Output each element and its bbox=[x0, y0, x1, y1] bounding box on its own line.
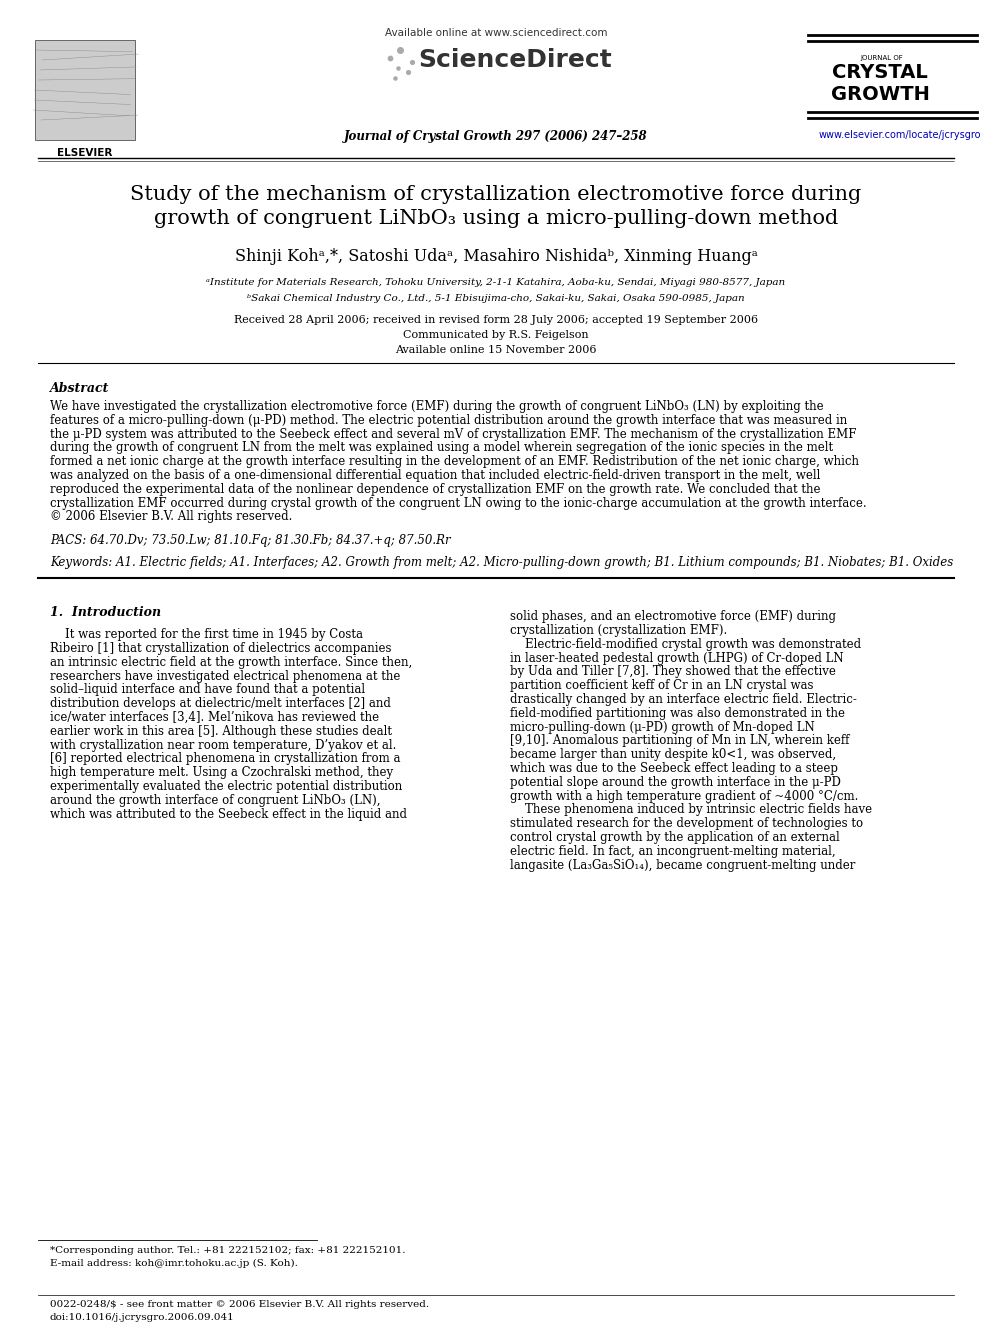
Text: potential slope around the growth interface in the μ-PD: potential slope around the growth interf… bbox=[510, 775, 841, 789]
Text: partition coefficient keff of Cr in an LN crystal was: partition coefficient keff of Cr in an L… bbox=[510, 679, 813, 692]
Text: during the growth of congruent LN from the melt was explained using a model wher: during the growth of congruent LN from t… bbox=[50, 442, 833, 454]
Text: reproduced the experimental data of the nonlinear dependence of crystallization : reproduced the experimental data of the … bbox=[50, 483, 820, 496]
Text: langasite (La₃Ga₅SiO₁₄), became congruent-melting under: langasite (La₃Ga₅SiO₁₄), became congruen… bbox=[510, 859, 855, 872]
Text: Journal of Crystal Growth 297 (2006) 247–258: Journal of Crystal Growth 297 (2006) 247… bbox=[344, 130, 648, 143]
Text: It was reported for the first time in 1945 by Costa: It was reported for the first time in 19… bbox=[50, 628, 363, 642]
Text: Communicated by R.S. Feigelson: Communicated by R.S. Feigelson bbox=[403, 329, 589, 340]
Text: GROWTH: GROWTH bbox=[830, 85, 930, 105]
Text: [9,10]. Anomalous partitioning of Mn in LN, wherein keff: [9,10]. Anomalous partitioning of Mn in … bbox=[510, 734, 849, 747]
Text: growth of congruent LiNbO₃ using a micro-pulling-down method: growth of congruent LiNbO₃ using a micro… bbox=[154, 209, 838, 228]
Text: which was due to the Seebeck effect leading to a steep: which was due to the Seebeck effect lead… bbox=[510, 762, 838, 775]
Text: in laser-heated pedestal growth (LHPG) of Cr-doped LN: in laser-heated pedestal growth (LHPG) o… bbox=[510, 652, 843, 664]
Text: ᵇSakai Chemical Industry Co., Ltd., 5-1 Ebisujima-cho, Sakai-ku, Sakai, Osaka 59: ᵇSakai Chemical Industry Co., Ltd., 5-1 … bbox=[247, 294, 745, 303]
Text: was analyzed on the basis of a one-dimensional differential equation that includ: was analyzed on the basis of a one-dimen… bbox=[50, 468, 820, 482]
Bar bbox=[35, 40, 135, 140]
Text: the μ-PD system was attributed to the Seebeck effect and several mV of crystalli: the μ-PD system was attributed to the Se… bbox=[50, 427, 856, 441]
Text: 1.  Introduction: 1. Introduction bbox=[50, 606, 161, 619]
Text: PACS: 64.70.Dv; 73.50.Lw; 81.10.Fq; 81.30.Fb; 84.37.+q; 87.50.Rr: PACS: 64.70.Dv; 73.50.Lw; 81.10.Fq; 81.3… bbox=[50, 534, 450, 548]
Text: micro-pulling-down (μ-PD) growth of Mn-doped LN: micro-pulling-down (μ-PD) growth of Mn-d… bbox=[510, 721, 814, 733]
Text: ScienceDirect: ScienceDirect bbox=[418, 48, 612, 71]
Text: stimulated research for the development of technologies to: stimulated research for the development … bbox=[510, 818, 863, 831]
Text: solid phases, and an electromotive force (EMF) during: solid phases, and an electromotive force… bbox=[510, 610, 836, 623]
Text: Received 28 April 2006; received in revised form 28 July 2006; accepted 19 Septe: Received 28 April 2006; received in revi… bbox=[234, 315, 758, 325]
Text: ELSEVIER: ELSEVIER bbox=[58, 148, 113, 157]
Text: drastically changed by an interface electric field. Electric-: drastically changed by an interface elec… bbox=[510, 693, 857, 706]
Text: crystallization (crystallization EMF).: crystallization (crystallization EMF). bbox=[510, 624, 727, 636]
Text: with crystallization near room temperature, D’yakov et al.: with crystallization near room temperatu… bbox=[50, 738, 397, 751]
Text: solid–liquid interface and have found that a potential: solid–liquid interface and have found th… bbox=[50, 684, 365, 696]
Text: distribution develops at dielectric/melt interfaces [2] and: distribution develops at dielectric/melt… bbox=[50, 697, 391, 710]
Text: [6] reported electrical phenomena in crystallization from a: [6] reported electrical phenomena in cry… bbox=[50, 753, 401, 766]
Text: electric field. In fact, an incongruent-melting material,: electric field. In fact, an incongruent-… bbox=[510, 845, 835, 857]
Text: researchers have investigated electrical phenomena at the: researchers have investigated electrical… bbox=[50, 669, 401, 683]
Text: These phenomena induced by intrinsic electric fields have: These phenomena induced by intrinsic ele… bbox=[510, 803, 872, 816]
Text: Shinji Kohᵃ,*, Satoshi Udaᵃ, Masahiro Nishidaᵇ, Xinming Huangᵃ: Shinji Kohᵃ,*, Satoshi Udaᵃ, Masahiro Ni… bbox=[234, 247, 758, 265]
Text: an intrinsic electric field at the growth interface. Since then,: an intrinsic electric field at the growt… bbox=[50, 656, 413, 669]
Text: We have investigated the crystallization electromotive force (EMF) during the gr: We have investigated the crystallization… bbox=[50, 400, 823, 413]
Text: © 2006 Elsevier B.V. All rights reserved.: © 2006 Elsevier B.V. All rights reserved… bbox=[50, 511, 293, 524]
Text: Study of the mechanism of crystallization electromotive force during: Study of the mechanism of crystallizatio… bbox=[130, 185, 862, 204]
Text: Available online 15 November 2006: Available online 15 November 2006 bbox=[395, 345, 597, 355]
Text: around the growth interface of congruent LiNbO₃ (LN),: around the growth interface of congruent… bbox=[50, 794, 381, 807]
Text: Keywords: A1. Electric fields; A1. Interfaces; A2. Growth from melt; A2. Micro-p: Keywords: A1. Electric fields; A1. Inter… bbox=[50, 556, 953, 569]
Text: JOURNAL OF: JOURNAL OF bbox=[860, 56, 903, 61]
Text: which was attributed to the Seebeck effect in the liquid and: which was attributed to the Seebeck effe… bbox=[50, 807, 407, 820]
Text: field-modified partitioning was also demonstrated in the: field-modified partitioning was also dem… bbox=[510, 706, 845, 720]
Text: Ribeiro [1] that crystallization of dielectrics accompanies: Ribeiro [1] that crystallization of diel… bbox=[50, 642, 392, 655]
Text: 0022-0248/$ - see front matter © 2006 Elsevier B.V. All rights reserved.: 0022-0248/$ - see front matter © 2006 El… bbox=[50, 1301, 430, 1308]
Text: by Uda and Tiller [7,8]. They showed that the effective: by Uda and Tiller [7,8]. They showed tha… bbox=[510, 665, 836, 679]
Text: Abstract: Abstract bbox=[50, 382, 109, 396]
Text: features of a micro-pulling-down (μ-PD) method. The electric potential distribut: features of a micro-pulling-down (μ-PD) … bbox=[50, 414, 847, 427]
Text: ice/water interfaces [3,4]. Mel’nikova has reviewed the: ice/water interfaces [3,4]. Mel’nikova h… bbox=[50, 710, 379, 724]
Text: experimentally evaluated the electric potential distribution: experimentally evaluated the electric po… bbox=[50, 781, 402, 792]
Text: crystallization EMF occurred during crystal growth of the congruent LN owing to : crystallization EMF occurred during crys… bbox=[50, 496, 867, 509]
Text: high temperature melt. Using a Czochralski method, they: high temperature melt. Using a Czochrals… bbox=[50, 766, 393, 779]
Text: control crystal growth by the application of an external: control crystal growth by the applicatio… bbox=[510, 831, 840, 844]
Text: growth with a high temperature gradient of ~4000 °C/cm.: growth with a high temperature gradient … bbox=[510, 790, 858, 803]
Text: became larger than unity despite k0<1, was observed,: became larger than unity despite k0<1, w… bbox=[510, 749, 836, 761]
Text: www.elsevier.com/locate/jcrysgro: www.elsevier.com/locate/jcrysgro bbox=[818, 130, 981, 140]
Text: CRYSTAL: CRYSTAL bbox=[832, 64, 928, 82]
Text: doi:10.1016/j.jcrysgro.2006.09.041: doi:10.1016/j.jcrysgro.2006.09.041 bbox=[50, 1312, 235, 1322]
Text: Electric-field-modified crystal growth was demonstrated: Electric-field-modified crystal growth w… bbox=[510, 638, 861, 651]
Text: ᵃInstitute for Materials Research, Tohoku University, 2-1-1 Katahira, Aoba-ku, S: ᵃInstitute for Materials Research, Tohok… bbox=[206, 278, 786, 287]
Text: E-mail address: koh@imr.tohoku.ac.jp (S. Koh).: E-mail address: koh@imr.tohoku.ac.jp (S.… bbox=[50, 1259, 298, 1269]
Text: earlier work in this area [5]. Although these studies dealt: earlier work in this area [5]. Although … bbox=[50, 725, 392, 738]
Text: Available online at www.sciencedirect.com: Available online at www.sciencedirect.co… bbox=[385, 28, 607, 38]
Text: formed a net ionic charge at the growth interface resulting in the development o: formed a net ionic charge at the growth … bbox=[50, 455, 859, 468]
Text: *Corresponding author. Tel.: +81 222152102; fax: +81 222152101.: *Corresponding author. Tel.: +81 2221521… bbox=[50, 1246, 406, 1256]
